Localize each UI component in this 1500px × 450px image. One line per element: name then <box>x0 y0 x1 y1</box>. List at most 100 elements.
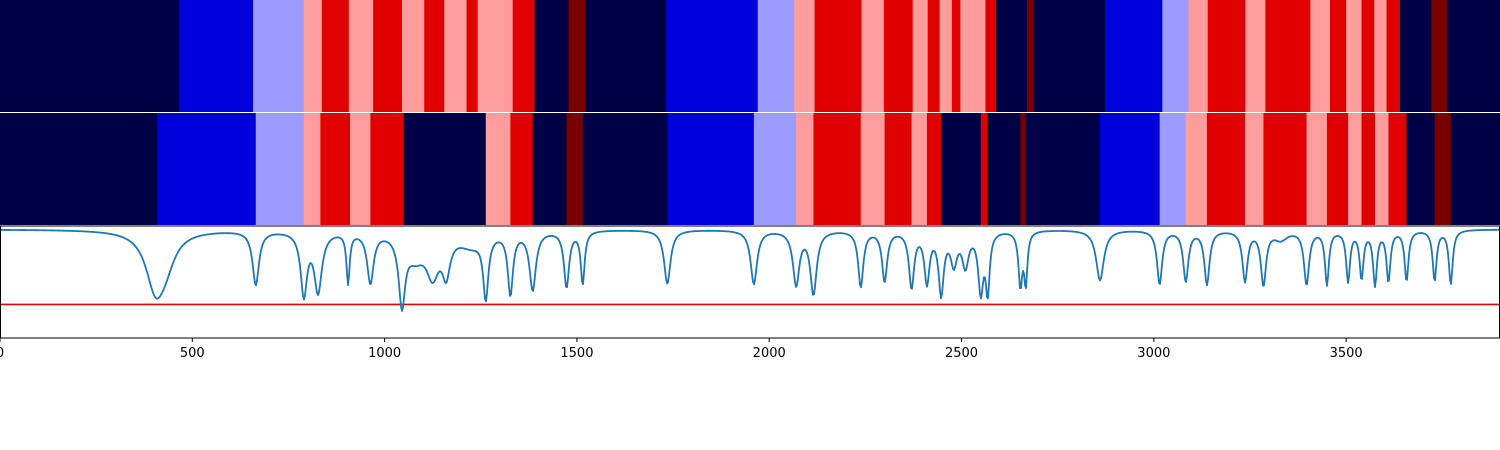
heatmap-1-cell <box>1310 0 1331 112</box>
heatmap-1-cell <box>303 0 323 112</box>
x-tick-label: 500 <box>180 346 205 361</box>
heatmap-1-cell <box>1207 0 1246 112</box>
heatmap-1-cell <box>0 0 180 112</box>
x-tick-label: 3500 <box>1330 346 1363 361</box>
heatmap-1-cell <box>1105 0 1163 112</box>
x-tick-label: 3000 <box>1137 346 1170 361</box>
heatmap-2-cell <box>1206 113 1246 225</box>
heatmap-1-cell <box>1245 0 1266 112</box>
heatmap-1-cell <box>1346 0 1362 112</box>
heatmap-2-cell <box>350 113 371 225</box>
heatmap-1-cell <box>996 0 1028 112</box>
heatmap-1-cell <box>960 0 986 112</box>
heatmap-1-cell <box>568 0 587 112</box>
heatmap-2-cell <box>403 113 487 225</box>
heatmap-1-cell <box>401 0 425 112</box>
heatmap-1-cell <box>178 0 254 112</box>
heatmap-1-cell <box>939 0 953 112</box>
heatmap-2-cell <box>667 113 755 225</box>
heatmap-1-cell <box>1033 0 1106 112</box>
line-panel <box>0 225 1500 339</box>
heatmap-1-cell <box>512 0 536 112</box>
heatmap-2-cell <box>753 113 797 225</box>
heatmap-2-cell <box>980 113 989 225</box>
x-tick-label: 1000 <box>368 346 401 361</box>
heatmap-2-cell <box>582 113 668 225</box>
heatmap-2-cell <box>566 113 584 225</box>
heatmap-1-cell <box>666 0 759 112</box>
heatmap-2-cell <box>1245 113 1264 225</box>
heatmap-1-cell <box>534 0 569 112</box>
heatmap-2-cell <box>1020 113 1027 225</box>
series-line <box>0 228 1500 312</box>
heatmap-1-cell <box>1361 0 1375 112</box>
heatmap-1-cell <box>1188 0 1209 112</box>
heatmap-1-cell <box>373 0 403 112</box>
heatmap-1-cell <box>585 0 667 112</box>
heatmap-2-cell <box>532 113 567 225</box>
heatmap-2-cell <box>1388 113 1407 225</box>
heatmap-1-cell <box>1446 0 1500 112</box>
heatmap-1-cell <box>927 0 941 112</box>
heatmap-2-cell <box>1159 113 1187 225</box>
heatmap-2-cell <box>884 113 912 225</box>
heatmap-1-cell <box>466 0 479 112</box>
heatmap-1-cell <box>912 0 929 112</box>
x-tick-label: 1500 <box>560 346 593 361</box>
heatmap-1-cell <box>253 0 305 112</box>
heatmap-1-cell <box>985 0 997 112</box>
heatmap-1-cell <box>1386 0 1401 112</box>
heatmap-2-cell <box>1306 113 1328 225</box>
heatmap-1-cell <box>883 0 914 112</box>
heatmap-1-cell <box>861 0 885 112</box>
x-axis-ticks: 0 500 1000 1500 2000 2500 3000 3500 <box>0 338 1363 361</box>
heatmap-2-cell <box>1263 113 1307 225</box>
heatmap-2-cell <box>1361 113 1376 225</box>
heatmap-2-cell <box>941 113 982 225</box>
heatmap-1-cell <box>348 0 374 112</box>
heatmap-1-cell <box>951 0 961 112</box>
heatmap-1-cell <box>757 0 795 112</box>
heatmap-2-cell <box>796 113 814 225</box>
heatmap-1-cell <box>1374 0 1387 112</box>
heatmap-2-cell <box>303 113 321 225</box>
heatmap-2-cell <box>255 113 305 225</box>
heatmap-2-cell <box>987 113 1021 225</box>
heatmap-1-cell <box>814 0 862 112</box>
heatmap-2-cell <box>1348 113 1362 225</box>
x-tick-label: 2500 <box>945 346 978 361</box>
heatmap-2-cell <box>370 113 405 225</box>
heatmap-2-cell <box>156 113 257 225</box>
heatmap-1-cell <box>321 0 350 112</box>
heatmap-2-cell <box>1375 113 1389 225</box>
heatmap-2-cell <box>911 113 928 225</box>
heatmap-1-cell <box>794 0 816 112</box>
heatmap-1-cell <box>1162 0 1189 112</box>
heatmap-1-cell <box>1330 0 1347 112</box>
plot-area <box>0 226 1500 338</box>
heatmap-2-cell <box>1434 113 1452 225</box>
heatmap-1-cell <box>1026 0 1035 112</box>
heatmap-1-cell <box>444 0 467 112</box>
heatmap-track-1 <box>0 0 1500 112</box>
heatmap-1-cell <box>1431 0 1448 112</box>
heatmap-2-cell <box>510 113 534 225</box>
heatmap-2-cell <box>813 113 862 225</box>
heatmap-1-cell <box>477 0 514 112</box>
heatmap-1-cell <box>424 0 445 112</box>
heatmap-2-cell <box>1406 113 1436 225</box>
heatmap-2-cell <box>860 113 886 225</box>
heatmap-1-cell <box>1265 0 1311 112</box>
heatmap-2-cell <box>320 113 351 225</box>
heatmap-1-cell <box>1400 0 1432 112</box>
heatmap-2-cell <box>1100 113 1161 225</box>
heatmap-2-cell <box>1025 113 1101 225</box>
heatmap-2-cell <box>1185 113 1208 225</box>
heatmap-2-cell <box>0 113 158 225</box>
heatmap-2-cell <box>1326 113 1349 225</box>
x-tick-label: 0 <box>0 346 4 361</box>
heatmap-2-cell <box>1450 113 1500 225</box>
heatmap-2-cell <box>926 113 942 225</box>
heatmap-2-cell <box>485 113 511 225</box>
